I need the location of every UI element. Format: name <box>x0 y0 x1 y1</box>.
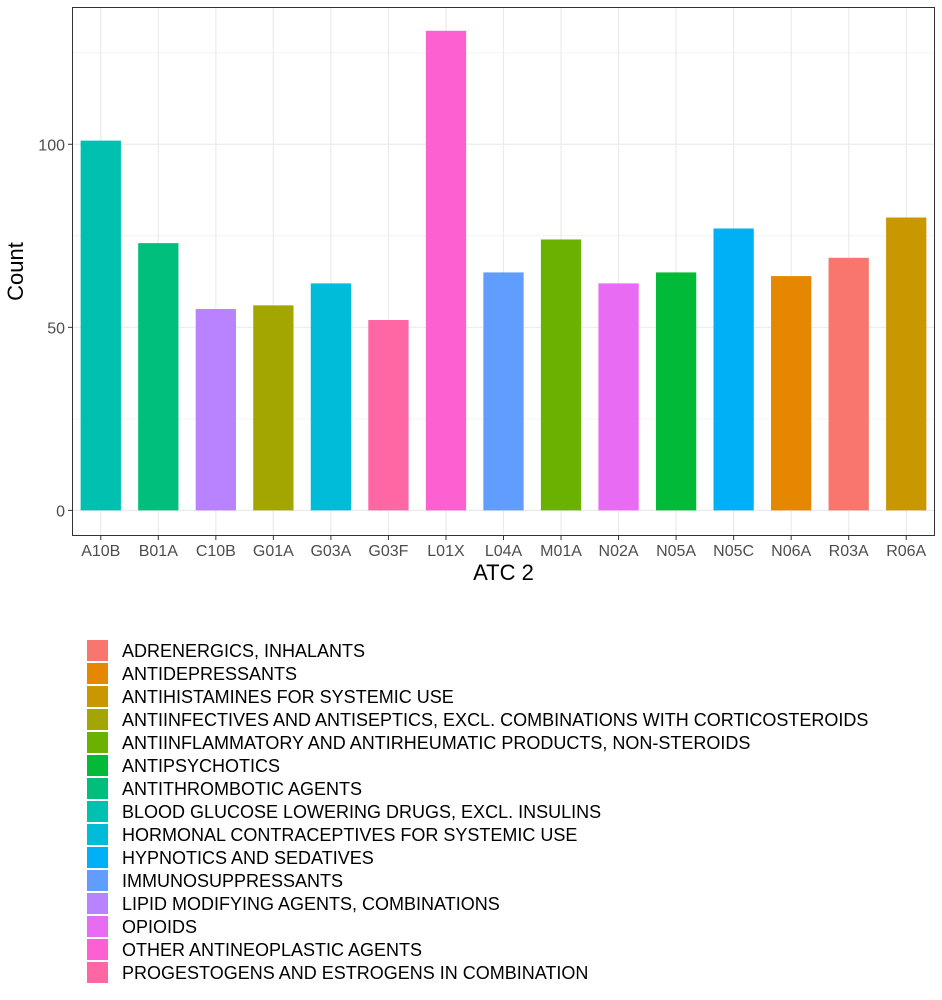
legend-label: HORMONAL CONTRACEPTIVES FOR SYSTEMIC USE <box>122 825 577 845</box>
legend-key <box>87 801 108 822</box>
bar-l04a <box>483 272 524 511</box>
legend-label: OPIOIDS <box>122 917 197 937</box>
x-tick-label: A10B <box>81 543 120 560</box>
x-tick-label: N02A <box>599 543 639 560</box>
bar-n02a <box>598 283 639 511</box>
bar-m01a <box>540 239 582 511</box>
legend-label: ANTIPSYCHOTICS <box>122 756 280 776</box>
y-tick-label: 50 <box>47 320 65 337</box>
legend-key <box>87 732 108 753</box>
legend-key <box>87 824 108 845</box>
legend: ADRENERGICS, INHALANTS ANTIDEPRESSANTS ANT… <box>87 640 868 983</box>
y-tick-label: 0 <box>56 503 65 520</box>
bar-n05a <box>655 272 697 511</box>
bar-g03f <box>368 320 409 511</box>
bar-c10b <box>195 309 236 511</box>
bar-n06a <box>771 276 812 511</box>
x-tick-label: C10B <box>196 543 236 560</box>
bar-g01a <box>253 305 294 511</box>
legend-key <box>87 640 108 661</box>
bar-l01x <box>425 30 467 511</box>
x-tick-label: N06A <box>771 543 811 560</box>
legend-label: ANTIDEPRESSANTS <box>122 664 297 684</box>
legend-key <box>87 663 108 684</box>
legend-key <box>87 847 108 868</box>
y-axis: 0 50 100 <box>38 137 72 520</box>
x-tick-label: B01A <box>139 543 178 560</box>
bar-r03a <box>828 257 869 511</box>
x-tick-label: G03F <box>368 543 408 560</box>
x-tick-label: N05C <box>713 543 754 560</box>
bar-g03a <box>310 283 352 511</box>
x-tick-label: M01A <box>540 543 582 560</box>
bar-n05c <box>713 228 754 511</box>
legend-key <box>87 916 108 937</box>
bar-a10b <box>80 140 121 511</box>
plot-border <box>72 7 935 536</box>
legend-label: ANTIINFLAMMATORY AND ANTIRHEUMATIC PRODU… <box>122 733 750 753</box>
legend-label: PROGESTOGENS AND ESTROGENS IN COMBINATIO… <box>122 963 588 983</box>
x-tick-label: L01X <box>427 543 465 560</box>
y-axis-title: Count <box>3 242 28 301</box>
legend-label: ADRENERGICS, INHALANTS <box>122 641 365 661</box>
bar-b01a <box>138 243 179 511</box>
bar-r06a <box>886 217 927 511</box>
x-tick-label: N05A <box>656 543 696 560</box>
legend-key <box>87 686 108 707</box>
legend-key <box>87 962 108 983</box>
legend-label: HYPNOTICS AND SEDATIVES <box>122 848 374 868</box>
legend-label: LIPID MODIFYING AGENTS, COMBINATIONS <box>122 894 500 914</box>
legend-key <box>87 870 108 891</box>
legend-label: BLOOD GLUCOSE LOWERING DRUGS, EXCL. INSU… <box>122 802 601 822</box>
x-tick-label: L04A <box>485 543 523 560</box>
x-axis-title: ATC 2 <box>473 560 534 585</box>
x-tick-label: G03A <box>310 543 351 560</box>
legend-label: ANTITHROMBOTIC AGENTS <box>122 779 362 799</box>
bars <box>80 30 927 511</box>
legend-key <box>87 893 108 914</box>
y-tick-label: 100 <box>38 137 65 154</box>
legend-label: ANTIHISTAMINES FOR SYSTEMIC USE <box>122 687 454 707</box>
x-tick-label: R03A <box>829 543 869 560</box>
legend-label: ANTIINFECTIVES AND ANTISEPTICS, EXCL. CO… <box>122 710 868 730</box>
legend-key <box>87 755 108 776</box>
legend-key <box>87 778 108 799</box>
legend-label: IMMUNOSUPPRESSANTS <box>122 871 343 891</box>
legend-label: OTHER ANTINEOPLASTIC AGENTS <box>122 940 422 960</box>
legend-key <box>87 709 108 730</box>
x-axis: A10B B01A C10B G01A G03A G03F L01X L04A M01A N02A… <box>81 536 927 560</box>
x-tick-label: R06A <box>886 543 926 560</box>
x-tick-label: G01A <box>253 543 294 560</box>
plot-area <box>72 7 935 536</box>
legend-key <box>87 939 108 960</box>
